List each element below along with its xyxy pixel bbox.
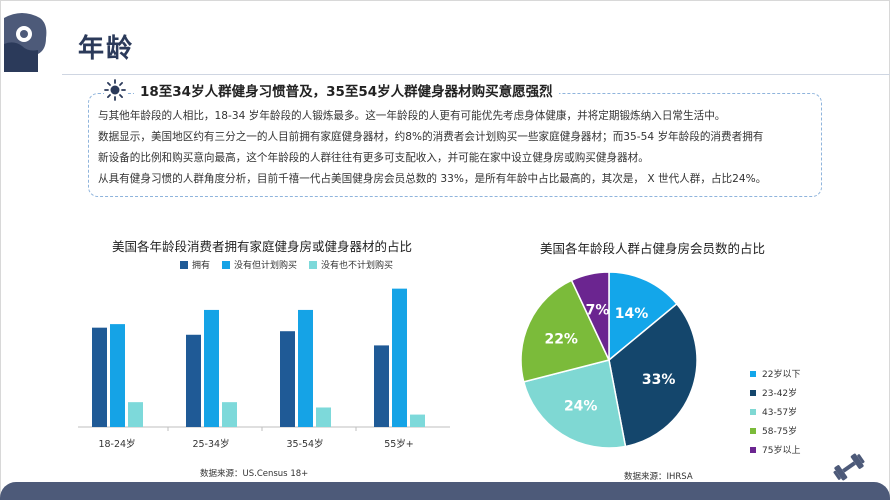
- callout-heading: 18至34岁人群健身习惯普及，35至54岁人群健身器材购买意愿强烈: [134, 80, 559, 100]
- legend-swatch: [750, 427, 756, 434]
- sun-icon: [104, 79, 126, 101]
- pie-value-label: 22%: [544, 332, 578, 348]
- pie-slice-75岁以上: [570, 271, 610, 361]
- pie-chart-legend: 22岁以下 23-42岁 43-57岁 58-75岁 75岁以上: [750, 364, 800, 459]
- page-title: 年龄: [78, 34, 135, 64]
- bar-chart-legend: 拥有 没有但计划购买 没有也不计划购买: [180, 258, 393, 271]
- legend-item: 没有但计划购买: [222, 258, 297, 271]
- legend-item: 22岁以下: [750, 364, 800, 383]
- callout-paragraph: 新设备的比例和购买意向最高，这个年龄段的人群往往有更多可支配收入，并可能在家中设…: [98, 152, 649, 164]
- legend-label: 23-42岁: [762, 389, 798, 399]
- bar-35-54岁-拥有: [280, 331, 295, 427]
- bar-55岁+-没有也不计划购买: [410, 414, 425, 427]
- callout-paragraph: 数据显示，美国地区约有三分之一的人目前拥有家庭健身器材，约8%的消费者会计划购买…: [98, 131, 764, 143]
- bar-chart: 18-24岁 25-34岁 35-54岁 55岁+: [78, 288, 450, 450]
- legend-item: 75岁以上: [750, 440, 800, 459]
- x-tick-label: 18-24岁: [98, 438, 135, 450]
- bar-25-34岁-没有也不计划购买: [222, 402, 237, 427]
- bar-25-34岁-没有但计划购买: [204, 309, 219, 427]
- legend-item: 58-75岁: [750, 421, 800, 440]
- bar-chart-source: 数据来源：US.Census 18+: [200, 469, 309, 479]
- bar-35-54岁-没有但计划购买: [298, 309, 313, 427]
- bar-18-24岁-没有但计划购买: [110, 324, 125, 427]
- footer-band: [0, 482, 890, 500]
- dumbbell-icon: [833, 453, 865, 481]
- legend-item: 43-57岁: [750, 402, 800, 421]
- pie-value-label: 14%: [615, 306, 649, 322]
- legend-swatch: [750, 370, 756, 377]
- legend-swatch: [309, 260, 318, 269]
- legend-label: 75岁以上: [762, 446, 801, 456]
- pie-slice-22岁以下: [608, 271, 678, 362]
- pie-slice-23-42岁: [608, 302, 698, 448]
- legend-label: 拥有: [192, 261, 211, 271]
- bar-18-24岁-拥有: [92, 327, 107, 427]
- legend-label: 22岁以下: [762, 370, 801, 380]
- pie-slice-43-57岁: [522, 359, 627, 449]
- legend-label: 没有但计划购买: [234, 261, 298, 271]
- x-tick-label: 55岁+: [384, 438, 414, 450]
- x-tick-label: 25-34岁: [192, 438, 229, 450]
- legend-label: 58-75岁: [762, 427, 798, 437]
- pie-chart: 14% 33% 24% 22% 7%: [520, 271, 698, 449]
- x-tick-label: 35-54岁: [286, 438, 323, 450]
- legend-label: 43-57岁: [762, 408, 798, 418]
- legend-label: 没有也不计划购买: [321, 261, 394, 271]
- callout-paragraph: 从具有健身习惯的人群角度分析，目前千禧一代占美国健身房会员总数的 33%，是所有…: [98, 173, 767, 185]
- bar-55岁+-拥有: [374, 345, 389, 427]
- bar-25-34岁-拥有: [186, 334, 201, 427]
- bar-chart-title: 美国各年龄段消费者拥有家庭健身房或健身器材的占比: [112, 239, 413, 254]
- pie-value-label: 33%: [642, 372, 676, 388]
- callout-paragraph: 与其他年龄段的人相比，18-34 岁年龄段的人锻炼最多。这一年龄段的人更有可能优…: [98, 110, 726, 122]
- pie-chart-source: 数据来源：IHRSA: [624, 472, 693, 482]
- legend-swatch: [750, 408, 756, 415]
- bar-55岁+-没有但计划购买: [392, 288, 407, 427]
- bar-18-24岁-没有也不计划购买: [128, 402, 143, 427]
- brand-logo-icon: [4, 13, 47, 72]
- pie-value-label: 7%: [586, 302, 610, 318]
- pie-value-label: 24%: [564, 399, 598, 415]
- legend-item: 拥有: [180, 258, 210, 271]
- legend-swatch: [750, 389, 756, 396]
- bar-35-54岁-没有也不计划购买: [316, 407, 331, 427]
- legend-swatch: [180, 260, 188, 269]
- legend-item: 没有也不计划购买: [309, 258, 393, 271]
- pie-chart-title: 美国各年龄段人群占健身房会员数的占比: [540, 241, 766, 256]
- legend-swatch: [222, 260, 231, 269]
- legend-item: 23-42岁: [750, 383, 800, 402]
- pie-slice-58-75岁: [520, 279, 611, 383]
- title-divider: [62, 74, 890, 75]
- legend-swatch: [750, 446, 756, 453]
